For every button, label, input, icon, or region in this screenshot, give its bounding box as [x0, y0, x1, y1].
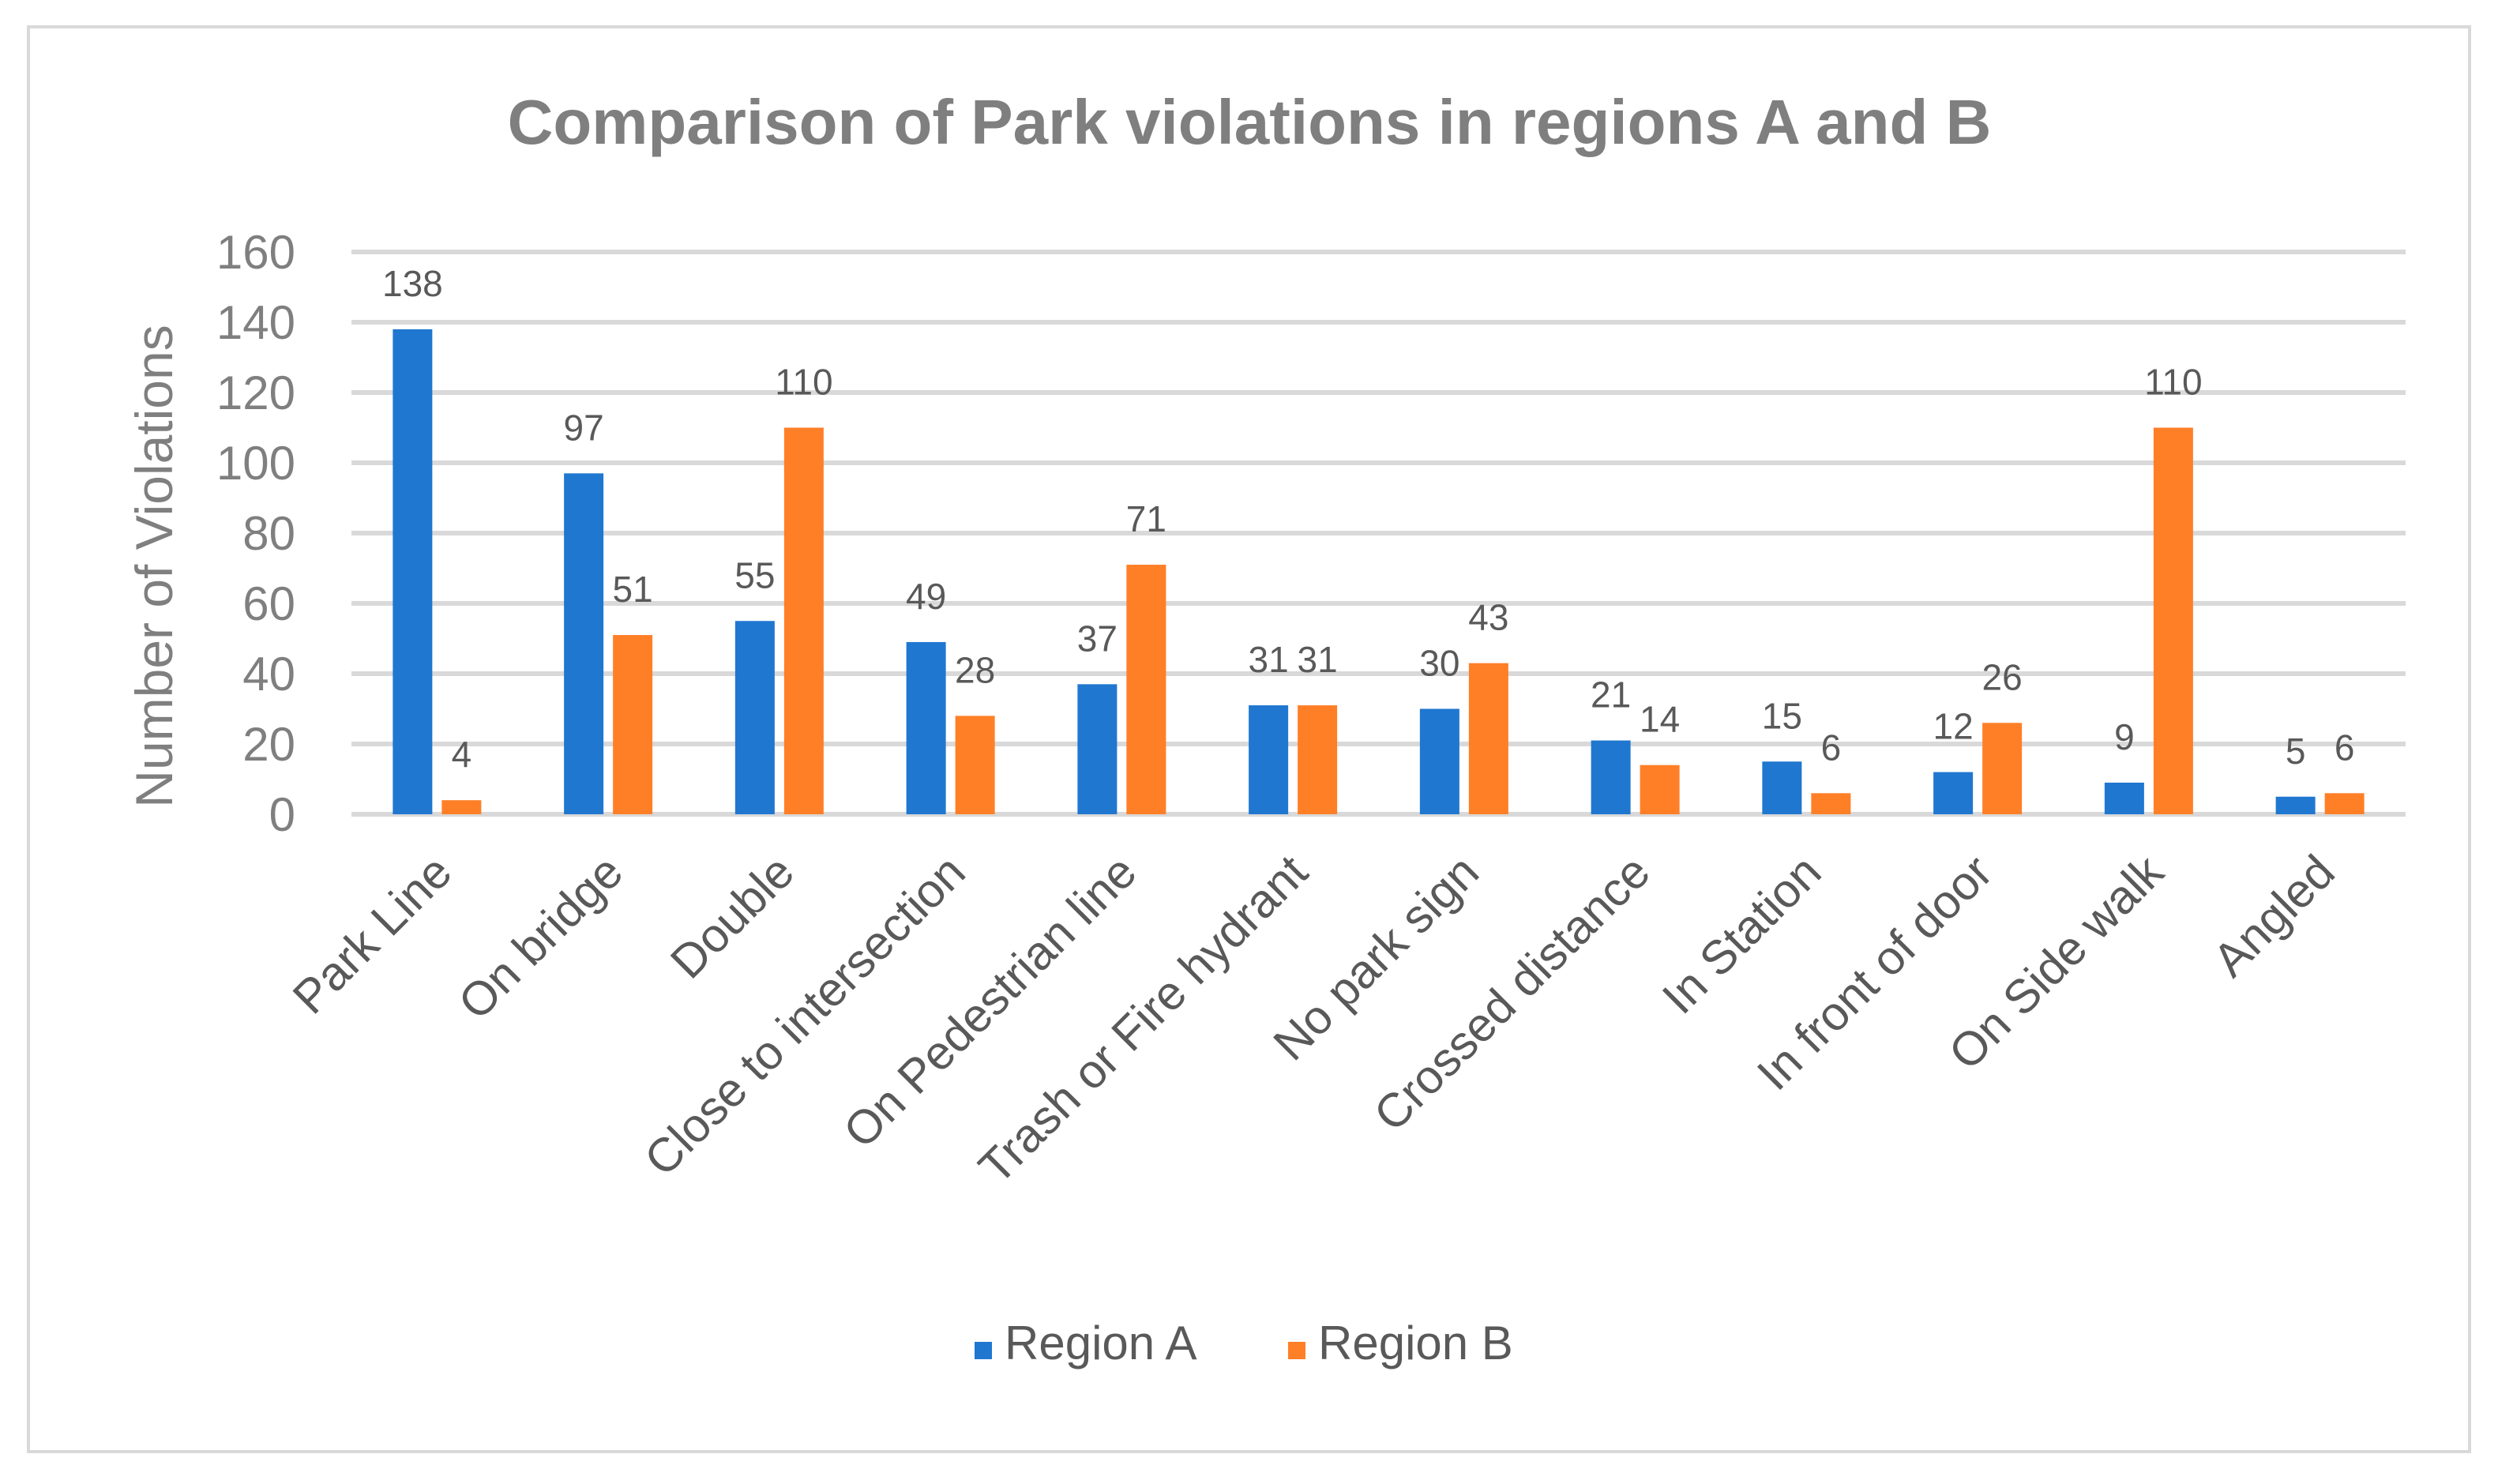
bar-region-b-9 — [1811, 793, 1851, 814]
bar-region-b-11 — [2153, 427, 2193, 814]
category-label-6: Trash or Fire hydrant — [968, 845, 1317, 1194]
bar-region-a-9 — [1762, 761, 1802, 814]
bar-region-a-2 — [564, 473, 604, 814]
data-label-region-a-9: 15 — [1762, 695, 1802, 736]
bar-region-a-6 — [1249, 705, 1289, 814]
legend-label-region-a: Region A — [1005, 1317, 1197, 1369]
chart-title: Comparison of Park violations in regions… — [508, 87, 1992, 157]
data-label-region-b-9: 6 — [1821, 727, 1842, 768]
y-tick-label-140: 140 — [216, 296, 295, 349]
bar-region-a-8 — [1591, 740, 1631, 814]
data-label-region-b-4: 28 — [955, 649, 995, 690]
bar-region-b-7 — [1468, 663, 1508, 814]
data-label-region-a-11: 9 — [2114, 716, 2135, 757]
data-label-region-b-8: 14 — [1640, 699, 1680, 740]
y-tick-label-100: 100 — [216, 437, 295, 490]
bar-region-a-11 — [2104, 782, 2144, 814]
data-label-region-a-2: 97 — [564, 407, 604, 448]
y-axis-ticks: 0 20 40 60 80 100 120 140 160 — [216, 226, 295, 841]
data-label-region-a-5: 37 — [1077, 618, 1118, 659]
bar-region-b-3 — [783, 427, 824, 814]
category-label-4: Close to intersection — [634, 845, 975, 1186]
gridlines — [351, 250, 2406, 817]
y-tick-label-20: 20 — [242, 718, 295, 771]
data-label-region-a-1: 138 — [382, 263, 443, 304]
data-label-region-a-7: 30 — [1419, 643, 1459, 684]
data-label-region-b-12: 6 — [2335, 727, 2355, 768]
bar-region-b-2 — [613, 635, 653, 814]
data-label-region-a-4: 49 — [906, 576, 946, 617]
bar-region-a-5 — [1077, 684, 1118, 814]
bars — [393, 329, 2365, 814]
legend: Region A Region B — [975, 1317, 1513, 1369]
bar-region-a-7 — [1419, 708, 1459, 814]
bar-region-b-12 — [2324, 793, 2365, 814]
bar-region-a-10 — [1933, 772, 1974, 814]
data-label-region-a-3: 55 — [734, 554, 775, 595]
y-tick-label-60: 60 — [242, 577, 295, 630]
category-label-2: On bridge — [449, 845, 633, 1030]
data-label-region-b-2: 51 — [613, 569, 653, 610]
data-label-region-b-10: 26 — [1982, 656, 2023, 697]
data-label-region-a-10: 12 — [1933, 706, 1974, 747]
bar-region-b-5 — [1126, 565, 1166, 814]
bar-region-b-8 — [1640, 765, 1680, 814]
data-label-region-b-6: 31 — [1298, 639, 1338, 680]
data-label-region-b-3: 110 — [775, 362, 832, 403]
y-tick-label-40: 40 — [242, 648, 295, 701]
legend-label-region-b: Region B — [1318, 1317, 1513, 1369]
legend-swatch-region-b — [1288, 1342, 1305, 1359]
data-label-region-b-5: 71 — [1126, 498, 1166, 539]
legend-swatch-region-a — [975, 1342, 992, 1359]
bar-region-b-10 — [1982, 723, 2023, 814]
bar-region-a-3 — [734, 621, 775, 814]
y-tick-label-80: 80 — [242, 507, 295, 560]
category-label-1: Park Line — [283, 845, 462, 1024]
category-label-5: On Pedestrian line — [833, 845, 1146, 1158]
data-label-region-a-6: 31 — [1249, 639, 1289, 680]
bar-region-a-12 — [2275, 796, 2316, 814]
bar-region-b-6 — [1298, 705, 1338, 814]
y-tick-label-0: 0 — [269, 788, 295, 841]
data-label-region-a-12: 5 — [2286, 731, 2306, 772]
bar-region-b-4 — [955, 716, 995, 814]
bar-region-a-1 — [393, 329, 433, 814]
y-tick-label-120: 120 — [216, 366, 295, 419]
bar-region-b-1 — [441, 800, 482, 814]
category-label-12: Angled — [2203, 845, 2344, 986]
y-tick-label-160: 160 — [216, 226, 295, 279]
data-label-region-b-11: 110 — [2144, 362, 2202, 403]
bar-region-a-4 — [906, 641, 946, 814]
y-axis-label: Number of Violations — [125, 325, 183, 807]
data-label-region-b-7: 43 — [1468, 597, 1508, 638]
data-label-region-a-8: 21 — [1591, 674, 1631, 716]
category-label-3: Double — [660, 845, 804, 989]
category-label-9: In Station — [1652, 845, 1831, 1024]
data-label-region-b-1: 4 — [452, 734, 472, 775]
